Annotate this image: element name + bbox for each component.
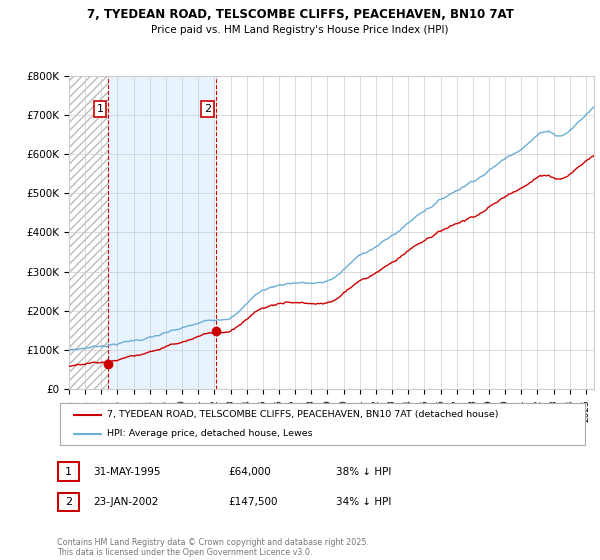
FancyBboxPatch shape bbox=[58, 493, 79, 511]
Text: Contains HM Land Registry data © Crown copyright and database right 2025.
This d: Contains HM Land Registry data © Crown c… bbox=[57, 538, 369, 557]
Text: 38% ↓ HPI: 38% ↓ HPI bbox=[336, 466, 391, 477]
Text: £147,500: £147,500 bbox=[228, 497, 277, 507]
Text: HPI: Average price, detached house, Lewes: HPI: Average price, detached house, Lewe… bbox=[107, 430, 313, 438]
Text: 1: 1 bbox=[97, 104, 104, 114]
Text: £64,000: £64,000 bbox=[228, 466, 271, 477]
Text: Price paid vs. HM Land Registry's House Price Index (HPI): Price paid vs. HM Land Registry's House … bbox=[151, 25, 449, 35]
Text: 7, TYEDEAN ROAD, TELSCOMBE CLIFFS, PEACEHAVEN, BN10 7AT (detached house): 7, TYEDEAN ROAD, TELSCOMBE CLIFFS, PEACE… bbox=[107, 410, 499, 419]
FancyBboxPatch shape bbox=[60, 403, 585, 445]
FancyBboxPatch shape bbox=[58, 463, 79, 480]
Text: 2: 2 bbox=[204, 104, 211, 114]
Text: 23-JAN-2002: 23-JAN-2002 bbox=[93, 497, 158, 507]
Text: 31-MAY-1995: 31-MAY-1995 bbox=[93, 466, 161, 477]
Text: 7, TYEDEAN ROAD, TELSCOMBE CLIFFS, PEACEHAVEN, BN10 7AT: 7, TYEDEAN ROAD, TELSCOMBE CLIFFS, PEACE… bbox=[86, 8, 514, 21]
Text: 1: 1 bbox=[65, 466, 72, 477]
Text: 34% ↓ HPI: 34% ↓ HPI bbox=[336, 497, 391, 507]
Text: 2: 2 bbox=[65, 497, 72, 507]
